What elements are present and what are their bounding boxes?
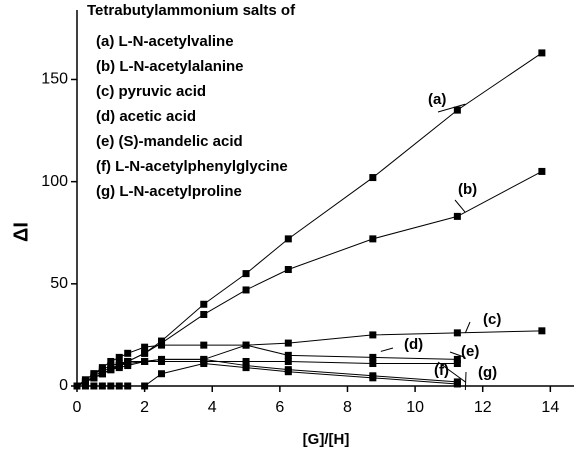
data-point (158, 370, 166, 378)
data-point (242, 341, 250, 349)
data-point (200, 355, 208, 363)
data-point (107, 364, 115, 372)
annotation-arrow (380, 347, 394, 352)
x-tick-label: 10 (406, 399, 424, 416)
legend-entry: (e) (S)-mandelic acid (96, 133, 243, 150)
data-point (200, 360, 208, 368)
data-point (115, 382, 123, 390)
data-point (453, 380, 461, 388)
data-point (141, 349, 149, 357)
data-point (453, 360, 461, 368)
data-point (124, 360, 132, 368)
annotation-arrow (437, 103, 466, 113)
x-tick-label: 6 (275, 399, 284, 416)
x-tick-label: 8 (343, 399, 352, 416)
data-point (141, 343, 149, 351)
legend-title: Tetrabutylammonium salts of (87, 2, 296, 19)
series-tag: (f) (434, 362, 449, 379)
data-point (107, 382, 115, 390)
data-point (200, 310, 208, 318)
data-point (453, 329, 461, 337)
data-point (98, 368, 106, 376)
data-point (81, 382, 89, 390)
annotation-arrow (454, 199, 466, 213)
data-point (81, 378, 89, 386)
legend-entry: (b) L-N-acetylalanine (96, 58, 244, 75)
data-point (369, 174, 377, 182)
data-point (141, 357, 149, 365)
series-line (76, 52, 543, 387)
data-point (538, 49, 546, 57)
annotation-arrow (449, 351, 466, 358)
annotation-arrow (437, 361, 466, 383)
data-point (242, 286, 250, 294)
data-point (242, 270, 250, 278)
data-point (538, 167, 546, 175)
annotation-arrow (464, 321, 471, 334)
series-line (77, 363, 458, 387)
y-tick-label: 0 (59, 377, 68, 394)
data-point (284, 351, 292, 359)
data-point (369, 360, 377, 368)
data-point (369, 353, 377, 361)
data-point (124, 382, 132, 390)
data-point (115, 353, 123, 361)
x-tick-label: 4 (208, 399, 217, 416)
series-tag: (b) (458, 181, 477, 198)
data-point (200, 300, 208, 308)
series-line (76, 360, 458, 387)
x-axis-label: [G]/[H] (303, 431, 350, 448)
data-point (242, 364, 250, 372)
data-point (453, 106, 461, 114)
data-point (284, 235, 292, 243)
annotation-arrow (464, 371, 467, 390)
x-tick-label: 2 (140, 399, 149, 416)
legend-entry: (c) pyruvic acid (96, 83, 206, 100)
data-point (453, 212, 461, 220)
data-point (98, 382, 106, 390)
data-point (124, 349, 132, 357)
data-point (200, 341, 208, 349)
x-tick-label: 14 (541, 399, 559, 416)
series-tag: (a) (428, 91, 446, 108)
legend-entry: (d) acetic acid (96, 108, 196, 125)
series-tag: (g) (478, 364, 497, 381)
data-point (115, 362, 123, 370)
data-point (284, 339, 292, 347)
data-point (369, 331, 377, 339)
data-point (369, 235, 377, 243)
data-point (453, 355, 461, 363)
series-tag: (c) (483, 311, 501, 328)
legend-entry: (g) L-N-acetylproline (96, 183, 242, 200)
data-point (538, 327, 546, 335)
y-tick-label: 150 (41, 71, 68, 88)
data-point (284, 368, 292, 376)
data-point (107, 357, 115, 365)
data-point (141, 382, 149, 390)
data-point (284, 266, 292, 274)
y-axis-label: ΔI (10, 222, 32, 242)
y-tick-label: 100 (41, 173, 68, 190)
x-tick-label: 12 (474, 399, 492, 416)
series-tag: (e) (461, 343, 479, 360)
data-point (73, 382, 81, 390)
data-point (284, 357, 292, 365)
data-point (242, 357, 250, 365)
legend-entry: (a) L-N-acetylvaline (96, 33, 234, 50)
x-tick-label: 0 (73, 399, 82, 416)
data-point (158, 341, 166, 349)
legend-entry: (f) L-N-acetylphenylglycine (96, 158, 288, 175)
data-point (369, 374, 377, 382)
data-point (90, 382, 98, 390)
series-tag: (d) (404, 336, 423, 353)
y-tick-label: 50 (50, 275, 68, 292)
data-point (158, 355, 166, 363)
data-point (90, 372, 98, 380)
